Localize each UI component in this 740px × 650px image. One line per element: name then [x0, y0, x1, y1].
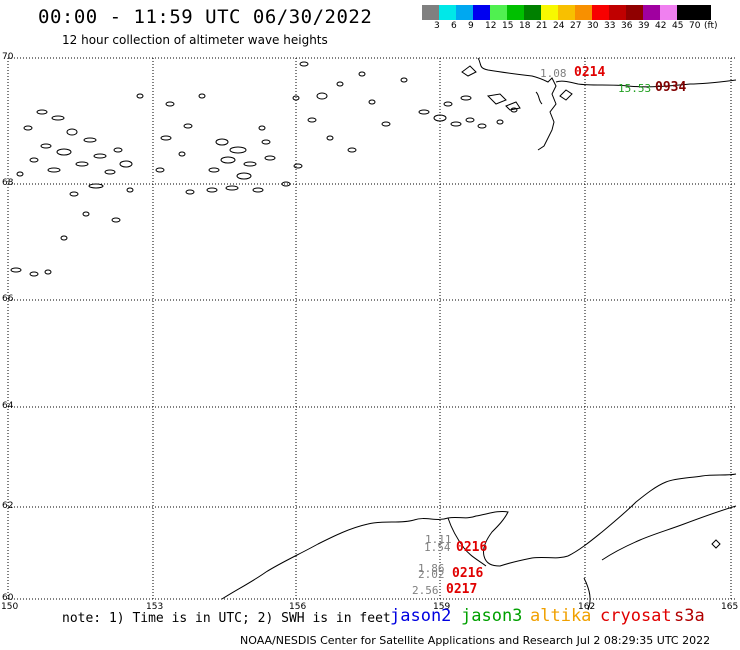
lat-label-60: 60: [2, 593, 14, 603]
scale-swatch: [473, 5, 490, 20]
scale-swatch: [422, 5, 439, 20]
legend-jason3: jason3: [461, 606, 523, 626]
lat-label-68: 68: [2, 178, 14, 188]
lon-label-150: 150: [1, 602, 19, 612]
scale-label: 36: [621, 21, 633, 31]
legend-cryosat: cryosat: [600, 606, 672, 626]
map-note: note: 1) Time is in UTC; 2) SWH is in fe…: [62, 611, 391, 626]
scale-swatch: [694, 5, 711, 20]
scale-swatch: [439, 5, 456, 20]
lat-label-70: 70: [2, 52, 14, 62]
scale-label: 45: [672, 21, 684, 31]
lon-label-162: 162: [578, 602, 596, 612]
legend-s3a: s3a: [674, 606, 705, 626]
scale-label: 6: [451, 21, 457, 31]
scale-label: 12: [485, 21, 497, 31]
scale-label: 24: [553, 21, 565, 31]
obs-value: 2.02: [418, 568, 445, 581]
scale-swatch: [677, 5, 694, 20]
lat-label-64: 64: [2, 401, 14, 411]
obs-time: 0216: [452, 566, 484, 581]
scale-swatch: [643, 5, 660, 20]
lat-label-66: 66: [2, 294, 14, 304]
obs-value: 1.08: [540, 67, 567, 80]
obs-time: 0214: [574, 65, 606, 80]
scale-label: 9: [468, 21, 474, 31]
obs-value: 1.11: [425, 533, 452, 546]
alaska-coastline: [221, 473, 737, 611]
scale-swatch: [524, 5, 541, 20]
scale-label: 39: [638, 21, 650, 31]
arctic-coastline: [461, 57, 737, 151]
scale-label: 18: [519, 21, 531, 31]
scale-swatch: [541, 5, 558, 20]
scale-label: 27: [570, 21, 582, 31]
obs-value: 2.56: [412, 584, 439, 597]
scale-swatch: [456, 5, 473, 20]
scale-label: 70: [689, 21, 701, 31]
obs-time: 0934: [655, 80, 687, 95]
scale-swatch: [609, 5, 626, 20]
obs-value: 1.86: [418, 562, 445, 575]
legend-altika: altika: [530, 606, 592, 626]
scale-label: 42: [655, 21, 667, 31]
lon-label-165: 165: [721, 602, 739, 612]
lon-label-159: 159: [433, 602, 451, 612]
scale-swatch: [507, 5, 524, 20]
map-title: 00:00 - 11:59 UTC 06/30/2022: [38, 6, 373, 28]
scale-swatch: [575, 5, 592, 20]
lon-label-153: 153: [146, 602, 164, 612]
scale-swatch: [490, 5, 507, 20]
scale-swatch: [660, 5, 677, 20]
scale-label: 15: [502, 21, 514, 31]
obs-time: 0216: [456, 540, 488, 555]
sea-ice-contours: [10, 61, 518, 277]
lat-label-62: 62: [2, 501, 14, 511]
obs-value: 15.53: [618, 82, 652, 95]
legend-jason2: jason2: [390, 606, 452, 626]
map-subtitle: 12 hour collection of altimeter wave hei…: [62, 33, 328, 47]
lon-label-156: 156: [289, 602, 307, 612]
credit-line: NOAA/NESDIS Center for Satellite Applica…: [240, 634, 711, 647]
scale-label: 30: [587, 21, 599, 31]
scale-unit: (ft): [704, 21, 718, 31]
scale-swatch: [558, 5, 575, 20]
scale-swatch: [592, 5, 609, 20]
lat-lon-grid: [7, 57, 736, 600]
scale-swatch: [626, 5, 643, 20]
wave-height-color-scale: [422, 5, 711, 20]
obs-time: 0217: [446, 582, 478, 597]
scale-label: 33: [604, 21, 616, 31]
scale-label: 3: [434, 21, 440, 31]
scale-label: 21: [536, 21, 548, 31]
obs-value: 1.54: [424, 541, 451, 554]
